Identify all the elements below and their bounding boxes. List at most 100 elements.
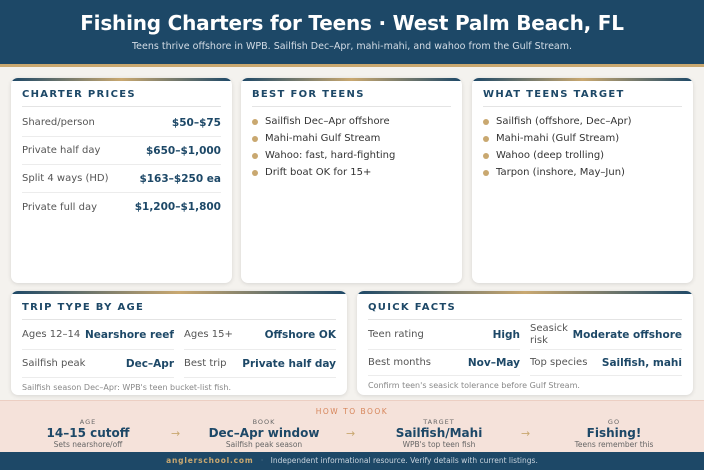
- footer: anglerschool.com · Independent informati…: [0, 452, 704, 470]
- arrow-right-icon: →: [346, 427, 356, 440]
- list-item: Tarpon (inshore, May–Jun): [483, 164, 682, 181]
- fact-value: Private half day: [242, 357, 336, 370]
- list-item-text: Sailfish (offshore, Dec–Apr): [496, 116, 632, 127]
- footer-brand-link[interactable]: anglerschool.com: [166, 456, 254, 465]
- book-step: TARGET Sailfish/Mahi WPB's top teen fish: [369, 418, 509, 449]
- book-step: GO Fishing! Teens remember this: [544, 418, 684, 449]
- book-step: BOOK Dec–Apr window Sailfish peak season: [194, 418, 334, 449]
- bullet-icon: [483, 169, 489, 176]
- trip-type-card: TRIP TYPE BY AGE Ages 12–14 Nearshore ree…: [11, 291, 347, 395]
- arrow-right-icon: →: [521, 427, 531, 440]
- fact-cell: Sailfish peak Dec–Apr: [22, 350, 174, 378]
- card-title: CHARTER PRICES: [22, 78, 221, 107]
- fact-label: Ages 15+: [184, 328, 233, 340]
- price-row: Split 4 ways (HD) $163–$250 ea: [22, 165, 221, 193]
- step-key: BOOK: [252, 418, 276, 426]
- step-key: GO: [607, 418, 621, 426]
- fact-cell: Best trip Private half day: [184, 350, 336, 378]
- footer-separator: ·: [260, 456, 264, 465]
- step-main: Dec–Apr window: [208, 426, 320, 440]
- list-item-text: Wahoo: fast, hard-fighting: [265, 150, 396, 161]
- fact-label: Sailfish peak: [22, 357, 86, 369]
- fact-label: Top species: [530, 356, 588, 368]
- fact-label: Teen rating: [368, 328, 424, 340]
- fact-label: Ages 12–14: [22, 328, 81, 340]
- price-value: $650–$1,000: [146, 144, 221, 157]
- bullet-icon: [483, 118, 489, 125]
- fact-cell: Best months Nov–May: [368, 350, 520, 376]
- footer-text: Independent informational resource. Veri…: [270, 456, 538, 465]
- step-key: AGE: [79, 418, 97, 426]
- price-value: $1,200–$1,800: [134, 201, 221, 213]
- price-row: Private full day $1,200–$1,800: [22, 193, 221, 221]
- price-row: Private half day $650–$1,000: [22, 137, 221, 165]
- price-label: Private full day: [22, 201, 98, 213]
- gold-divider: [0, 64, 704, 67]
- fact-label: Best months: [368, 356, 431, 368]
- price-value: $163–$250 ea: [139, 172, 221, 185]
- fact-value: Moderate offshore: [572, 328, 682, 341]
- step-sub: Sets nearshore/off: [53, 440, 123, 449]
- page-title: Fishing Charters for Teens · West Palm B…: [80, 11, 624, 35]
- fact-cell: Top species Sailfish, mahi: [530, 350, 682, 376]
- list-item: Wahoo (deep trolling): [483, 147, 682, 164]
- list-item-text: Wahoo (deep trolling): [496, 150, 605, 161]
- list-item-text: Drift boat OK for 15+: [265, 167, 372, 178]
- step-sub: Sailfish peak season: [225, 440, 303, 449]
- step-main: 14–15 cutoff: [46, 426, 130, 440]
- card-title: QUICK FACTS: [368, 291, 682, 320]
- step-key: TARGET: [423, 418, 455, 426]
- fact-cell: Ages 12–14 Nearshore reef: [22, 320, 174, 350]
- bullet-icon: [252, 152, 258, 159]
- bullet-icon: [252, 169, 258, 176]
- card-note: Sailfish season Dec–Apr: WPB's teen buck…: [22, 383, 232, 392]
- how-to-book-title: HOW TO BOOK: [315, 407, 389, 416]
- list-item-text: Sailfish Dec–Apr offshore: [265, 116, 390, 127]
- page-header: Fishing Charters for Teens · West Palm B…: [0, 0, 704, 64]
- card-title: BEST FOR TEENS: [252, 78, 451, 107]
- list-item: Sailfish (offshore, Dec–Apr): [483, 113, 682, 130]
- fact-value: Dec–Apr: [125, 357, 174, 370]
- fact-label: Seasick risk: [530, 322, 568, 346]
- page-subtitle: Teens thrive offshore in WPB. Sailfish D…: [131, 41, 573, 52]
- fact-value: High: [492, 328, 520, 341]
- price-label: Split 4 ways (HD): [22, 173, 109, 184]
- step-sub: Teens remember this: [574, 440, 654, 449]
- step-main: Fishing!: [586, 426, 642, 440]
- arrow-right-icon: →: [171, 427, 181, 440]
- bullet-icon: [252, 135, 258, 142]
- fact-cell: Teen rating High: [368, 320, 520, 350]
- step-main: Sailfish/Mahi: [395, 426, 483, 440]
- bullet-icon: [483, 152, 489, 159]
- price-label: Shared/person: [22, 117, 95, 128]
- fact-value: Nearshore reef: [84, 328, 174, 341]
- card-title: TRIP TYPE BY AGE: [22, 291, 336, 320]
- fact-value: Offshore OK: [264, 328, 336, 341]
- list-item-text: Tarpon (inshore, May–Jun): [496, 167, 625, 178]
- card-title: WHAT TEENS TARGET: [483, 78, 682, 107]
- charter-prices-card: CHARTER PRICES Shared/person $50–$75 Priv…: [11, 78, 232, 283]
- list-item: Mahi-mahi Gulf Stream: [252, 130, 451, 147]
- price-row: Shared/person $50–$75: [22, 109, 221, 137]
- quick-facts-card: QUICK FACTS Teen rating High Seasick risk…: [357, 291, 693, 395]
- fact-cell: Seasick risk Moderate offshore: [530, 320, 682, 350]
- bullet-icon: [252, 118, 258, 125]
- how-to-book-strip: HOW TO BOOK AGE 14–15 cutoff Sets nearshor…: [0, 400, 704, 452]
- fact-value: Nov–May: [467, 356, 520, 369]
- fact-value: Sailfish, mahi: [601, 356, 682, 369]
- fact-cell: Ages 15+ Offshore OK: [184, 320, 336, 350]
- fact-label: Best trip: [184, 357, 227, 369]
- list-item-text: Mahi-mahi (Gulf Stream): [496, 133, 620, 144]
- step-sub: WPB's top teen fish: [402, 440, 476, 449]
- list-item: Mahi-mahi (Gulf Stream): [483, 130, 682, 147]
- price-value: $50–$75: [171, 116, 221, 129]
- list-item-text: Mahi-mahi Gulf Stream: [265, 133, 381, 144]
- list-item: Sailfish Dec–Apr offshore: [252, 113, 451, 130]
- price-label: Private half day: [22, 145, 101, 156]
- book-step: AGE 14–15 cutoff Sets nearshore/off: [18, 418, 158, 449]
- list-item: Drift boat OK for 15+: [252, 164, 451, 181]
- what-teens-target-card: WHAT TEENS TARGET Sailfish (offshore, De…: [472, 78, 693, 283]
- best-for-teens-card: BEST FOR TEENS Sailfish Dec–Apr offshore…: [241, 78, 462, 283]
- list-item: Wahoo: fast, hard-fighting: [252, 147, 451, 164]
- bullet-icon: [483, 135, 489, 142]
